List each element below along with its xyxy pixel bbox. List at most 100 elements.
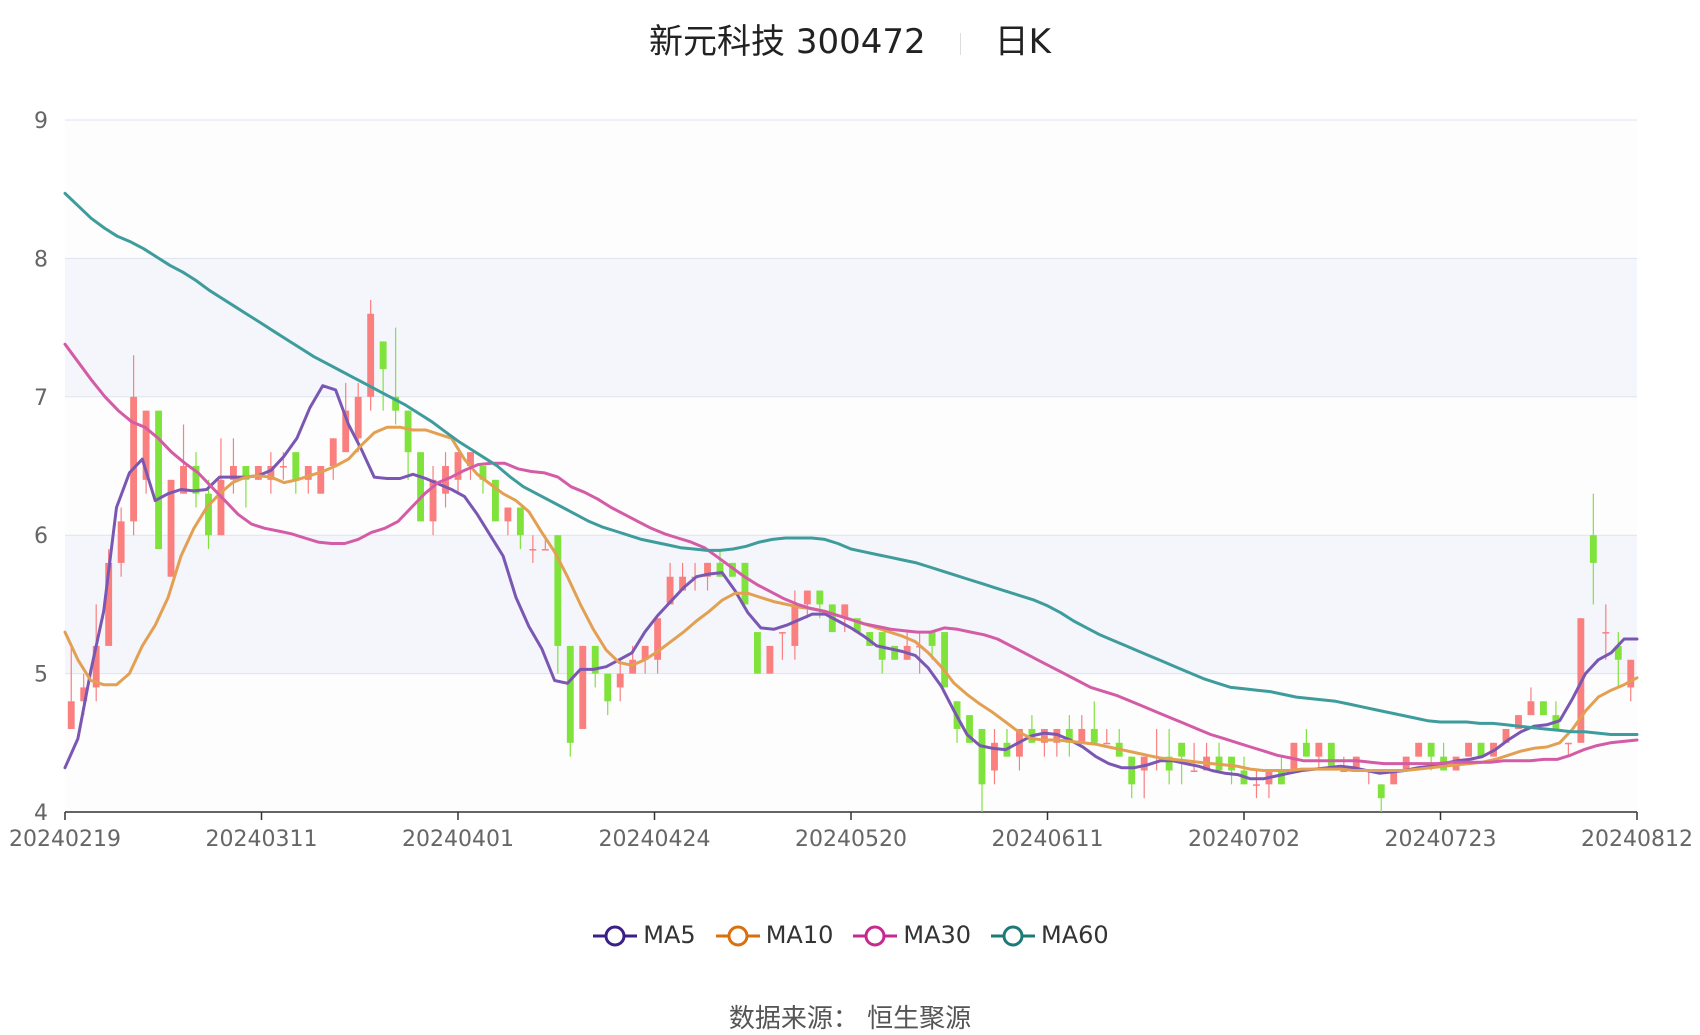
candle-body bbox=[928, 632, 936, 646]
y-tick-label: 5 bbox=[34, 663, 48, 688]
legend-label: MA60 bbox=[1041, 921, 1109, 949]
candle-body bbox=[941, 632, 949, 688]
x-tick-label: 20240520 bbox=[795, 827, 907, 852]
candle-body bbox=[1277, 770, 1285, 785]
candle-body bbox=[229, 466, 237, 480]
y-tick-label: 7 bbox=[34, 386, 48, 411]
candle-body bbox=[529, 549, 537, 551]
candle-body bbox=[778, 632, 786, 634]
candle-body bbox=[554, 535, 562, 646]
candle-body bbox=[604, 673, 612, 702]
grid-band bbox=[65, 258, 1637, 397]
candle-body bbox=[1140, 756, 1148, 771]
candle-body bbox=[1253, 784, 1260, 786]
candle-body bbox=[978, 728, 986, 785]
candle-body bbox=[1290, 742, 1298, 771]
candle-body bbox=[766, 645, 774, 674]
candle-body bbox=[130, 396, 138, 522]
candle-body bbox=[1539, 701, 1547, 716]
candle-body bbox=[666, 576, 674, 605]
candle-body bbox=[741, 562, 749, 605]
legend-marker-icon bbox=[853, 925, 898, 947]
candle-body bbox=[205, 493, 212, 536]
candle-body bbox=[80, 687, 88, 702]
legend-item-ma30[interactable]: MA30 bbox=[851, 921, 971, 949]
candle-body bbox=[1178, 742, 1186, 757]
candle-body bbox=[1165, 756, 1173, 771]
candle-body bbox=[342, 410, 350, 453]
candle-body bbox=[155, 410, 163, 550]
candle-body bbox=[1128, 756, 1136, 785]
grid-band bbox=[65, 673, 1637, 812]
candle-body bbox=[1103, 742, 1111, 745]
candle-body bbox=[1390, 770, 1398, 785]
legend-item-ma10[interactable]: MA10 bbox=[714, 921, 834, 949]
candle-body bbox=[479, 466, 487, 480]
candle-body bbox=[1377, 784, 1385, 799]
candle-body bbox=[504, 507, 512, 522]
legend-label: MA30 bbox=[903, 921, 972, 949]
candle-body bbox=[1502, 728, 1510, 743]
legend-marker-icon bbox=[991, 925, 1036, 947]
candle-body bbox=[417, 452, 425, 522]
candle-body bbox=[1527, 701, 1535, 716]
candle-body bbox=[679, 576, 687, 591]
candle-body bbox=[1190, 770, 1198, 772]
legend-item-ma60[interactable]: MA60 bbox=[989, 921, 1109, 949]
candle-body bbox=[654, 618, 662, 660]
candle-body bbox=[279, 466, 287, 468]
candle-body bbox=[966, 715, 973, 743]
candle-body bbox=[991, 742, 998, 771]
candle-body bbox=[803, 590, 811, 605]
candle-body bbox=[1090, 728, 1098, 743]
y-tick-label: 4 bbox=[34, 801, 48, 826]
candle-body bbox=[317, 466, 325, 494]
candle-body bbox=[67, 701, 75, 729]
candle-body bbox=[1040, 728, 1048, 743]
legend-marker-icon bbox=[593, 925, 638, 947]
candle-body bbox=[1415, 742, 1423, 757]
candle-body bbox=[304, 466, 312, 480]
candle-body bbox=[891, 645, 899, 660]
y-tick-label: 6 bbox=[34, 524, 48, 549]
x-tick-label: 20240219 bbox=[9, 827, 121, 852]
legend: MA5 MA10 MA30 MA60 bbox=[0, 920, 1700, 949]
candle-body bbox=[329, 438, 337, 466]
candle-body bbox=[1465, 742, 1473, 757]
candle-body bbox=[1589, 535, 1597, 563]
candle-body bbox=[853, 618, 861, 633]
candle-body bbox=[379, 341, 387, 370]
candle-body bbox=[516, 507, 524, 536]
candle-body bbox=[1315, 742, 1323, 757]
candle-body bbox=[1228, 756, 1235, 771]
candle-body bbox=[791, 604, 799, 646]
candle-body bbox=[167, 479, 175, 577]
candle-body bbox=[1427, 742, 1435, 757]
candle-body bbox=[1302, 742, 1310, 757]
data-source: 数据来源： 恒生聚源 bbox=[728, 1004, 972, 1034]
candle-body bbox=[1352, 756, 1360, 771]
grid-band bbox=[65, 120, 1637, 259]
period-label: 日K bbox=[994, 22, 1051, 62]
candle-body bbox=[716, 562, 724, 577]
candle-body bbox=[142, 410, 150, 480]
y-tick-label: 8 bbox=[34, 247, 48, 272]
candle-body bbox=[105, 562, 113, 646]
candle-body bbox=[117, 521, 125, 563]
candle-body bbox=[491, 479, 499, 522]
legend-label: MA10 bbox=[765, 921, 834, 949]
grid-band bbox=[65, 535, 1637, 674]
candle-body bbox=[1065, 728, 1073, 743]
legend-label: MA5 bbox=[643, 921, 696, 949]
x-tick-label: 20240723 bbox=[1385, 827, 1497, 852]
candle-body bbox=[591, 645, 599, 674]
legend-marker-icon bbox=[715, 925, 760, 947]
candle-body bbox=[92, 645, 100, 688]
candle-body bbox=[1614, 645, 1622, 660]
candle-body bbox=[1515, 715, 1522, 729]
candle-body bbox=[192, 466, 200, 494]
candle-body bbox=[404, 410, 412, 453]
x-tick-label: 20240611 bbox=[992, 827, 1104, 852]
legend-item-ma5[interactable]: MA5 bbox=[591, 921, 696, 949]
